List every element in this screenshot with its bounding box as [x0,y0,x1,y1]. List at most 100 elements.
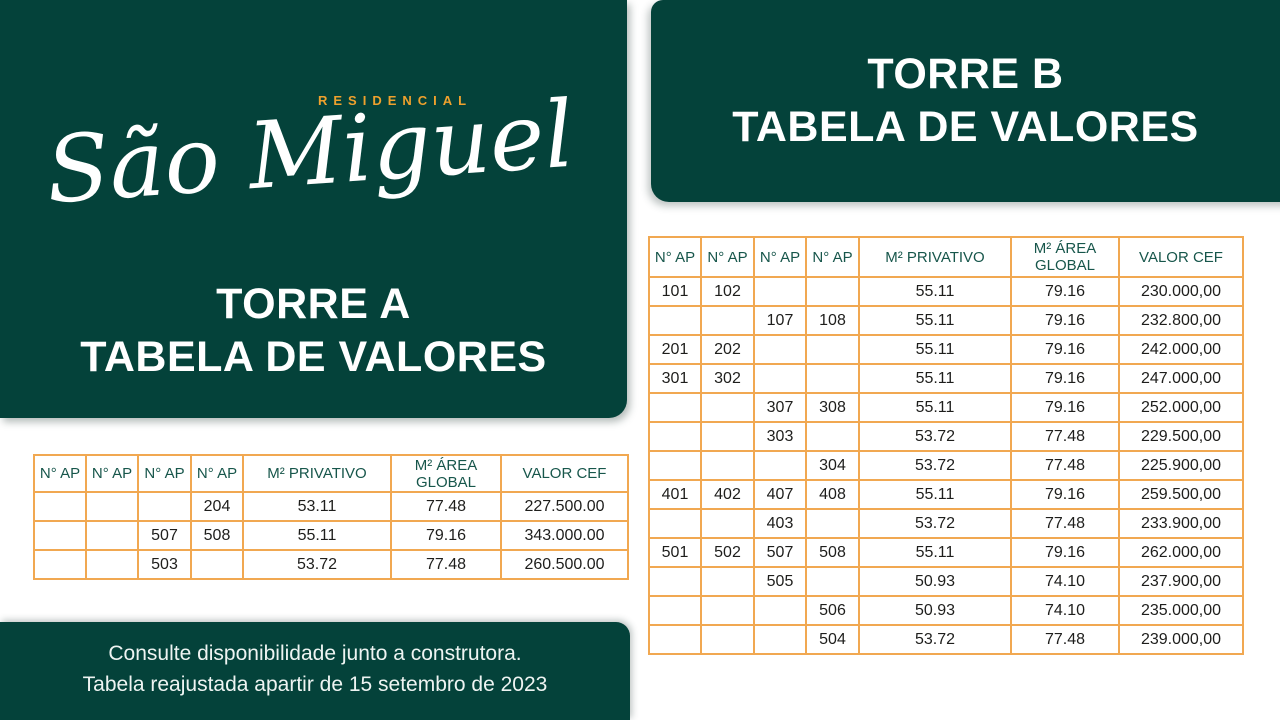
table-cell: 77.48 [1010,421,1120,452]
table-cell [805,276,860,307]
table-cell: 108 [805,305,860,336]
table-cell [805,566,860,597]
torre-b-title: TORRE B TABELA DE VALORES [651,48,1280,154]
table-cell [700,392,755,423]
table-cell [753,363,807,394]
table-row: 501 502 507 508 55.11 79.16 262.000,00 [648,537,1244,568]
table-cell: 503 [137,549,192,580]
table-row: 307 308 55.11 79.16 252.000,00 [648,392,1244,423]
table-cell: 79.16 [1010,276,1120,307]
table-row: 101 102 55.11 79.16 230.000,00 [648,276,1244,307]
table-cell [85,520,139,551]
table-cell [648,305,702,336]
table-cell [190,549,244,580]
table-cell: 407 [753,479,807,510]
table-cell [700,508,755,539]
table-cell [753,276,807,307]
table-cell: 79.16 [1010,363,1120,394]
table-cell [33,520,87,551]
column-header: VALOR CEF [1118,236,1244,278]
table-cell: 53.72 [858,450,1012,481]
table-cell [648,450,702,481]
torre-b-panel: TORRE B TABELA DE VALORES [651,0,1280,202]
table-cell: 53.72 [858,421,1012,452]
table-cell: 79.16 [1010,305,1120,336]
table-cell: 501 [648,537,702,568]
table-cell: 505 [753,566,807,597]
torre-a-title-line2: TABELA DE VALORES [80,333,547,381]
table-cell: 77.48 [1010,508,1120,539]
table-cell: 403 [753,508,807,539]
table-cell: 107 [753,305,807,336]
table-cell: 53.11 [242,491,392,522]
table-cell: 201 [648,334,702,365]
table-cell: 101 [648,276,702,307]
table-row: 301 302 55.11 79.16 247.000,00 [648,363,1244,394]
table-cell [700,450,755,481]
table-row: 107 108 55.11 79.16 232.800,00 [648,305,1244,336]
column-header: N° AP [137,454,192,493]
table-cell: 233.900,00 [1118,508,1244,539]
table-cell: 50.93 [858,566,1012,597]
table-cell: 229.500,00 [1118,421,1244,452]
table-cell: 507 [753,537,807,568]
table-cell [805,363,860,394]
table-cell: 508 [805,537,860,568]
table-cell [805,334,860,365]
table-cell: 53.72 [858,624,1012,655]
table-row: 204 53.11 77.48 227.500.00 [33,491,629,522]
table-row: 506 50.93 74.10 235.000,00 [648,595,1244,626]
table-cell: 343.000.00 [500,520,629,551]
column-header: M² ÁREA GLOBAL [390,454,502,493]
table-cell: 55.11 [858,363,1012,394]
table-cell: 79.16 [390,520,502,551]
torre-a-panel: RESIDENCIAL São Miguel TORRE A TABELA DE… [0,0,627,418]
table-row: 303 53.72 77.48 229.500,00 [648,421,1244,452]
column-header: M² PRIVATIVO [858,236,1012,278]
table-cell: 308 [805,392,860,423]
table-cell: 506 [805,595,860,626]
table-cell [85,549,139,580]
table-cell: 304 [805,450,860,481]
column-header: M² ÁREA GLOBAL [1010,236,1120,278]
table-cell: 307 [753,392,807,423]
table-cell [753,334,807,365]
table-cell: 204 [190,491,244,522]
table-cell: 77.48 [1010,450,1120,481]
column-header: N° AP [85,454,139,493]
table-cell: 302 [700,363,755,394]
table-row: 507 508 55.11 79.16 343.000.00 [33,520,629,551]
table-cell [700,305,755,336]
table-cell: 262.000,00 [1118,537,1244,568]
table-cell [700,595,755,626]
table-cell [753,450,807,481]
column-header: N° AP [805,236,860,278]
table-cell: 239.000,00 [1118,624,1244,655]
table-row: 403 53.72 77.48 233.900,00 [648,508,1244,539]
footer-note-text: Consulte disponibilidade junto a constru… [0,638,630,700]
table-cell: 55.11 [858,479,1012,510]
torre-a-title-line1: TORRE A [216,280,411,328]
table-cell: 55.11 [242,520,392,551]
table-cell: 508 [190,520,244,551]
torre-b-title-line2: TABELA DE VALORES [732,103,1199,151]
table-cell: 55.11 [858,537,1012,568]
table-cell: 74.10 [1010,566,1120,597]
table-header-row: N° AP N° AP N° AP N° AP M² PRIVATIVO M² ÁREA … [648,236,1244,278]
table-cell: 79.16 [1010,479,1120,510]
table-cell: 53.72 [242,549,392,580]
column-header: N° AP [700,236,755,278]
brand-residencial-label: RESIDENCIAL [318,93,473,108]
table-cell: 79.16 [1010,537,1120,568]
table-cell: 55.11 [858,276,1012,307]
table-cell: 79.16 [1010,392,1120,423]
table-cell [700,566,755,597]
table-cell: 232.800,00 [1118,305,1244,336]
column-header: M² PRIVATIVO [242,454,392,493]
table-cell: 301 [648,363,702,394]
table-cell: 227.500.00 [500,491,629,522]
brand-logo-script: São Miguel [42,80,578,225]
table-row: 503 53.72 77.48 260.500.00 [33,549,629,580]
torre-a-table: N° AP N° AP N° AP N° AP M² PRIVATIVO M² ÁREA … [33,454,629,580]
